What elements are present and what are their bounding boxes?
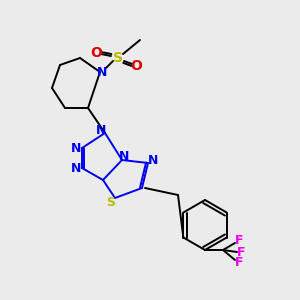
Text: F: F (235, 256, 243, 269)
Text: S: S (113, 51, 123, 65)
Text: O: O (130, 59, 142, 73)
Text: F: F (237, 245, 245, 259)
Text: N: N (71, 142, 81, 154)
Text: N: N (71, 161, 81, 175)
Text: N: N (119, 149, 129, 163)
Text: F: F (235, 233, 243, 247)
Text: N: N (96, 124, 106, 137)
Text: N: N (97, 65, 107, 79)
Text: N: N (148, 154, 158, 167)
Text: S: S (106, 196, 116, 209)
Text: O: O (90, 46, 102, 60)
